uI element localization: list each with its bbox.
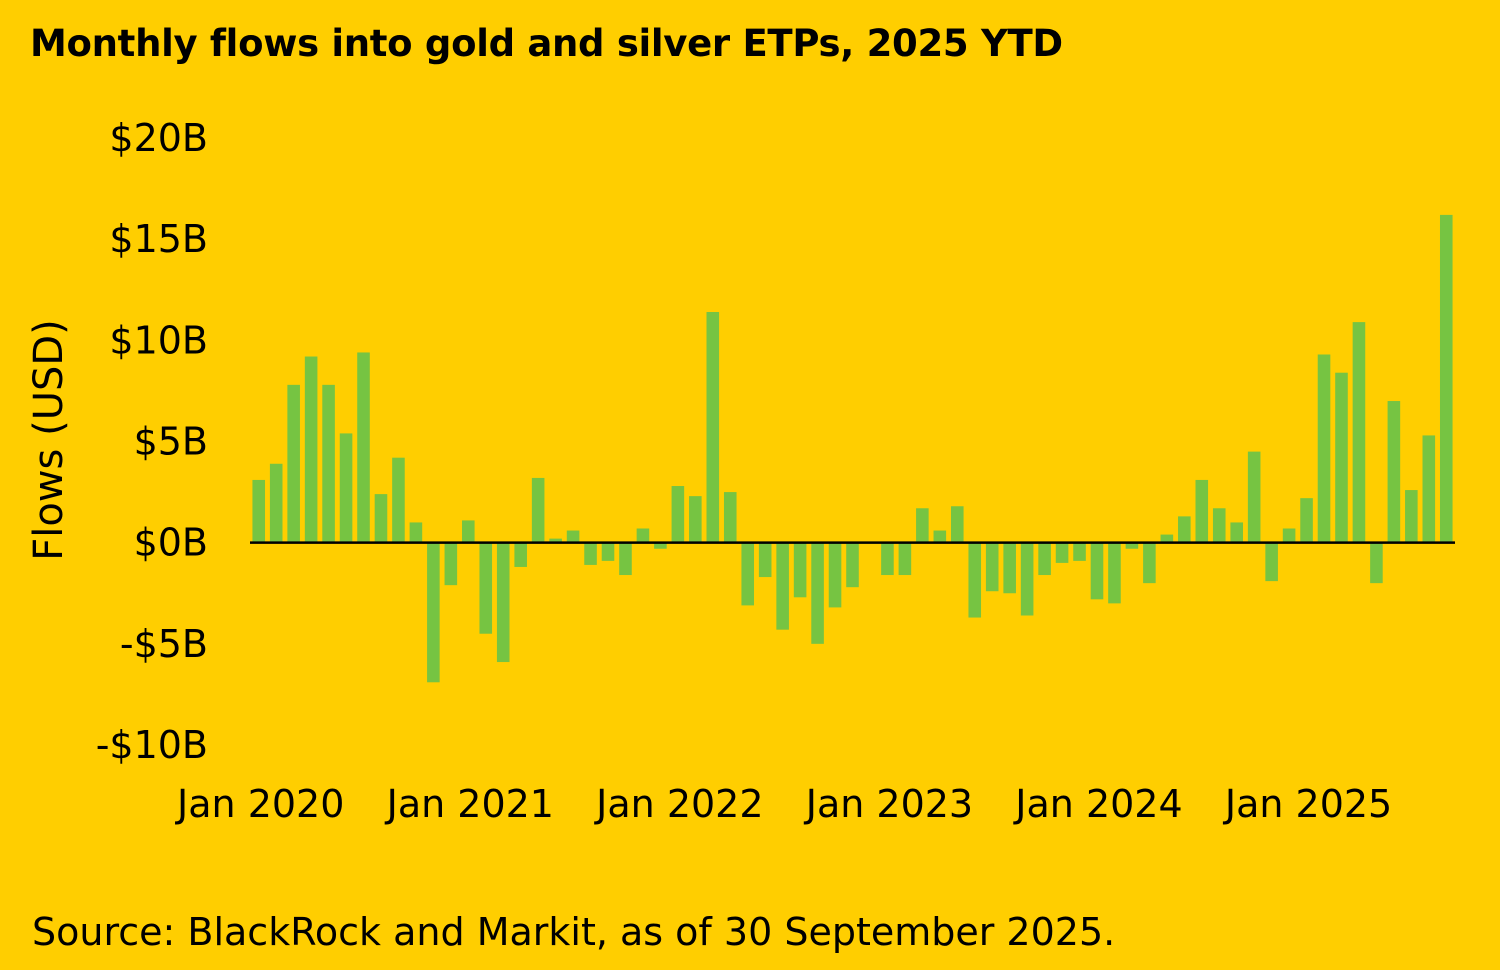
bar-may-2023	[950, 506, 964, 543]
y-tick-label: $10B	[109, 318, 208, 362]
bar-oct-2024	[1247, 451, 1261, 543]
bar-may-2021	[531, 477, 545, 543]
bar-aug-2023	[1003, 542, 1016, 594]
bar-mar-2021	[496, 542, 510, 663]
bar-sep-2023	[1020, 542, 1034, 616]
y-tick-label: $20B	[109, 116, 208, 160]
bar-jan-2020	[252, 479, 266, 543]
bar-jan-2023	[881, 542, 894, 576]
bar-jun-2023	[968, 542, 982, 618]
bar-jul-2022	[776, 542, 789, 630]
bar-jul-2020	[357, 352, 370, 543]
bar-sep-2024	[1230, 522, 1243, 543]
bar-nov-2021	[636, 528, 650, 543]
y-tick-label: -$5B	[120, 622, 208, 666]
bar-jan-2022	[671, 486, 685, 543]
y-tick-label: $0B	[134, 521, 208, 565]
bar-may-2020	[322, 384, 335, 543]
bars-group	[252, 214, 1453, 683]
bar-apr-2023	[933, 530, 947, 543]
bar-may-2024	[1160, 534, 1174, 543]
bar-nov-2023	[1055, 542, 1069, 563]
bar-sep-2025	[1439, 214, 1453, 543]
bar-dec-2021	[654, 542, 667, 549]
x-tick-label: Jan 2024	[1013, 782, 1182, 826]
bar-may-2022	[741, 542, 755, 606]
bar-dec-2024	[1282, 528, 1296, 543]
y-tick-label: $5B	[134, 420, 208, 464]
bar-jan-2021	[462, 520, 475, 543]
bar-mar-2025	[1335, 372, 1348, 543]
bar-aug-2022	[793, 542, 807, 598]
bar-jan-2025	[1300, 498, 1313, 543]
bar-aug-2025	[1422, 435, 1436, 543]
x-tick-label: Jan 2020	[175, 782, 344, 826]
bar-apr-2024	[1143, 542, 1156, 584]
bar-sep-2020	[392, 457, 405, 543]
source-note: Source: BlackRock and Markit, as of 30 S…	[32, 910, 1116, 954]
x-tick-label: Jan 2021	[385, 782, 554, 826]
bar-sep-2022	[811, 542, 824, 644]
bar-mar-2022	[706, 312, 720, 543]
bar-apr-2025	[1352, 322, 1366, 543]
bar-mar-2023	[916, 508, 929, 543]
bar-mar-2024	[1125, 542, 1139, 549]
bar-jun-2021	[549, 538, 562, 543]
bar-feb-2020	[269, 463, 283, 543]
y-axis-ticks: $20B $15B $10B $5B $0B -$5B -$10B	[96, 116, 208, 767]
bar-oct-2023	[1038, 542, 1051, 576]
bar-jun-2022	[758, 542, 772, 578]
bar-jan-2024	[1090, 542, 1104, 600]
y-tick-label: -$10B	[96, 723, 208, 767]
bar-jun-2024	[1178, 516, 1191, 543]
bar-jul-2025	[1405, 490, 1418, 543]
bar-jun-2025	[1387, 401, 1401, 543]
bar-feb-2023	[898, 542, 912, 576]
bar-sep-2021	[601, 542, 615, 561]
bar-nov-2024	[1265, 542, 1278, 582]
chart-title: Monthly flows into gold and silver ETPs,…	[30, 22, 1063, 65]
bar-jul-2024	[1195, 479, 1209, 543]
x-tick-label: Jan 2023	[804, 782, 973, 826]
bar-oct-2022	[828, 542, 842, 608]
y-tick-label: $15B	[109, 217, 208, 261]
bar-feb-2022	[689, 496, 702, 543]
bar-may-2025	[1370, 542, 1383, 584]
bar-dec-2023	[1073, 542, 1086, 561]
bar-aug-2024	[1212, 508, 1226, 543]
bar-nov-2022	[846, 542, 859, 588]
bar-feb-2021	[479, 542, 493, 634]
bar-feb-2024	[1108, 542, 1121, 604]
bar-apr-2021	[514, 542, 527, 567]
x-tick-label: Jan 2025	[1223, 782, 1392, 826]
x-tick-label: Jan 2022	[594, 782, 763, 826]
bar-dec-2020	[444, 542, 458, 586]
bar-nov-2020	[427, 542, 440, 683]
bar-feb-2025	[1317, 354, 1331, 543]
bar-oct-2021	[619, 542, 632, 576]
bar-aug-2020	[374, 494, 388, 543]
x-axis-ticks: Jan 2020 Jan 2021 Jan 2022 Jan 2023 Jan 2024…	[175, 782, 1392, 826]
bar-jul-2021	[566, 530, 580, 543]
bar-oct-2020	[409, 522, 423, 543]
bar-mar-2020	[287, 384, 300, 543]
bar-apr-2020	[304, 356, 318, 543]
bar-apr-2022	[723, 492, 737, 543]
y-axis-title: Flows (USD)	[26, 319, 72, 561]
bar-jul-2023	[985, 542, 999, 592]
bar-jun-2020	[339, 433, 353, 543]
bar-aug-2021	[584, 542, 597, 565]
